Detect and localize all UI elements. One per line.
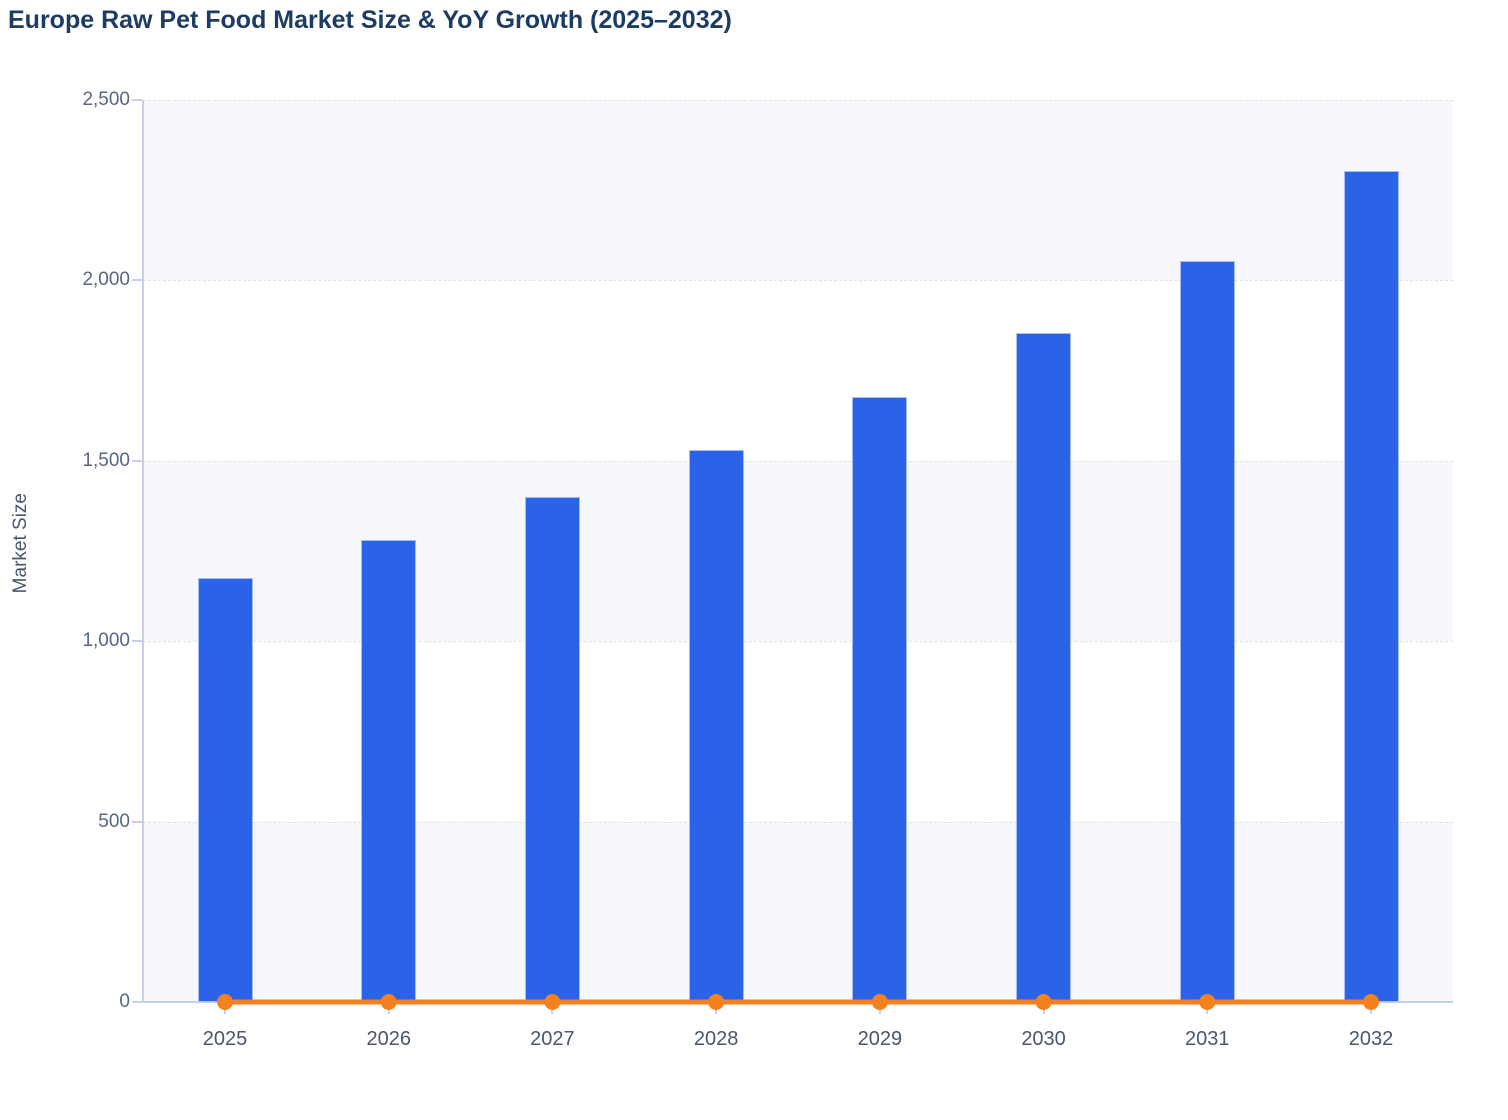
bar-2026[interactable]	[361, 540, 417, 1002]
y-axis-label: 2,000	[82, 269, 130, 291]
y-axis-label: 1,500	[82, 449, 130, 471]
x-axis-label: 2031	[1185, 1028, 1230, 1050]
bar-2030[interactable]	[1016, 333, 1072, 1002]
gridline-1000	[143, 641, 1453, 643]
y-axis-label: 1,000	[82, 630, 130, 652]
plot-band	[143, 100, 1453, 281]
x-tick-2029	[878, 1002, 881, 1014]
x-tick-2025	[224, 1002, 226, 1014]
bar-2031[interactable]	[1179, 260, 1235, 1002]
y-axis-label: 500	[98, 810, 130, 832]
x-axis-label: 2025	[202, 1028, 248, 1050]
y-tick-500	[132, 820, 142, 823]
gridline-500	[143, 821, 1453, 823]
x-axis-label: 2029	[857, 1028, 903, 1050]
bar-2028[interactable]	[688, 449, 744, 1002]
y-axis-label: 2,500	[82, 89, 130, 110]
x-axis-label: 2026	[366, 1028, 411, 1050]
gridline-2000	[143, 280, 1453, 282]
y-tick-1000	[132, 640, 142, 643]
y-tick-1500	[132, 459, 142, 462]
chart-title: Europe Raw Pet Food Market Size & YoY Gr…	[8, 6, 732, 34]
y-tick-2500	[132, 99, 142, 101]
x-tick-2028	[715, 1002, 718, 1014]
bar-2027[interactable]	[524, 496, 580, 1002]
x-axis-label: 2032	[1348, 1028, 1394, 1050]
x-tick-2027	[551, 1002, 554, 1014]
gridline-1500	[143, 460, 1453, 462]
x-tick-2026	[387, 1002, 390, 1014]
x-tick-2032	[1370, 1002, 1372, 1014]
plot-band	[143, 821, 1453, 1002]
x-axis-label: 2027	[530, 1028, 575, 1050]
plot-band	[143, 280, 1453, 461]
gridline-2500	[143, 100, 1453, 101]
x-tick-2031	[1206, 1002, 1209, 1014]
x-tick-2030	[1042, 1002, 1045, 1014]
x-axis-line	[142, 1001, 1453, 1003]
bar-2032[interactable]	[1343, 170, 1399, 1002]
plot-band	[143, 641, 1453, 822]
bar-2029[interactable]	[852, 396, 908, 1002]
x-axis-label: 2030	[1021, 1028, 1066, 1050]
y-tick-0	[132, 1001, 142, 1003]
y-tick-2000	[132, 279, 142, 282]
y-axis-label: 0	[119, 991, 130, 1012]
bar-2025[interactable]	[197, 578, 253, 1002]
plot-band	[143, 460, 1453, 642]
y-axis-line	[142, 100, 144, 1002]
x-axis-label: 2028	[693, 1028, 739, 1050]
